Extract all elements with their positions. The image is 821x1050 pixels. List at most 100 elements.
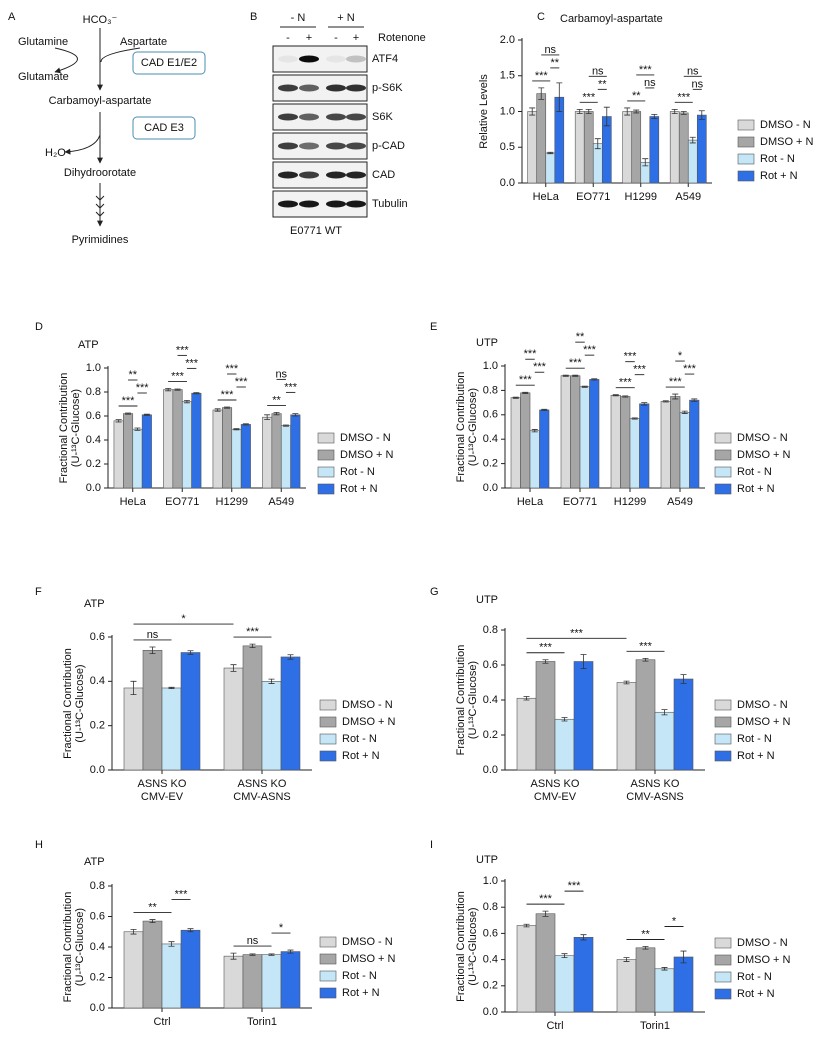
x-tick-label: HeLa — [533, 191, 560, 203]
error-bar — [174, 388, 181, 391]
error-bar — [130, 929, 137, 935]
bar — [280, 656, 301, 771]
enzyme-box — [132, 51, 206, 75]
bar — [554, 718, 575, 771]
panel-label: I — [430, 839, 433, 851]
legend-swatch — [737, 119, 755, 131]
error-bar — [672, 393, 679, 400]
y-tick-label: 1.5 — [500, 70, 515, 82]
significance-label: ** — [550, 57, 559, 69]
error-bar — [624, 107, 631, 116]
significance-label: *** — [136, 382, 150, 394]
significance-label: *** — [246, 626, 260, 638]
significance-label: * — [279, 922, 284, 934]
error-bar — [268, 678, 275, 684]
legend-swatch — [319, 936, 337, 948]
legend-label: Rot + N — [342, 987, 380, 999]
legend-label: Rot - N — [340, 466, 375, 478]
blot-band — [346, 113, 366, 121]
significance-label: *** — [221, 389, 235, 401]
y-tick-label: 0.4 — [86, 434, 101, 446]
significance-label: *** — [171, 370, 185, 382]
bar — [687, 139, 698, 184]
error-bar — [233, 428, 240, 431]
blot-band — [299, 171, 319, 179]
error-bar — [671, 108, 678, 115]
legend-swatch — [737, 170, 755, 182]
significance-label: *** — [633, 364, 647, 376]
error-bar — [193, 392, 200, 395]
legend-label: DMSO - N — [737, 937, 788, 949]
legend-swatch — [737, 153, 755, 165]
x-tick-label: A549 — [675, 191, 701, 203]
bar — [560, 375, 571, 489]
pathway-text: Glutamate — [18, 71, 69, 83]
pathway-text: H₂O — [45, 147, 66, 159]
significance-label: *** — [683, 363, 697, 375]
error-bar — [523, 696, 530, 701]
significance-label: *** — [284, 381, 298, 393]
arrow — [54, 47, 78, 74]
error-bar — [292, 413, 299, 417]
legend-label: DMSO + N — [737, 954, 791, 966]
pathway-text: Aspartate — [120, 36, 167, 48]
significance-label: *** — [583, 344, 597, 356]
significance-label: *** — [176, 344, 190, 356]
significance-label: * — [678, 350, 683, 362]
bar — [573, 937, 594, 1013]
error-bar — [287, 949, 294, 954]
legend-swatch — [319, 733, 337, 745]
significance-label: ns — [247, 935, 259, 947]
significance-label: *** — [235, 376, 249, 388]
bar — [223, 955, 244, 1009]
x-tick-label: A549 — [667, 496, 693, 508]
x-tick-label: EO771 — [576, 191, 610, 203]
y-tick-label: 0.2 — [90, 971, 105, 983]
y-tick-label: 0.2 — [483, 980, 498, 992]
legend-swatch — [737, 136, 755, 148]
blot-band — [326, 55, 346, 63]
blot-band — [299, 142, 319, 150]
blot-band — [346, 55, 366, 63]
significance-label: ** — [632, 90, 641, 102]
error-bar — [576, 108, 583, 115]
x-tick-label: Ctrl — [153, 1016, 170, 1028]
bar — [262, 416, 273, 489]
error-bar — [642, 158, 649, 167]
x-tick-label: A549 — [268, 496, 294, 508]
legend-label: DMSO + N — [737, 716, 791, 728]
error-bar — [603, 106, 610, 127]
bar — [261, 681, 282, 771]
bar — [180, 929, 201, 1009]
error-bar — [680, 950, 687, 964]
error-bar — [542, 659, 549, 664]
significance-label: ** — [148, 901, 157, 913]
bar — [678, 112, 689, 184]
error-bar — [249, 643, 256, 649]
error-bar — [562, 374, 569, 377]
error-bar — [581, 385, 588, 388]
y-axis-label: (U-¹³C-Glucose) — [467, 388, 479, 466]
bar — [679, 412, 690, 489]
blot-band — [278, 200, 298, 208]
bar — [527, 111, 538, 184]
chart-title: ATP — [84, 856, 105, 868]
blot-band — [278, 142, 298, 150]
blot-band — [278, 84, 298, 92]
significance-label: ns — [644, 77, 656, 89]
panel-label: G — [430, 586, 439, 598]
pathway-text: Glutamine — [18, 36, 68, 48]
bar — [113, 420, 124, 489]
legend-label: DMSO - N — [342, 699, 393, 711]
significance-label: ns — [147, 629, 159, 641]
y-tick-label: 0.4 — [90, 941, 105, 953]
significance-label: * — [181, 613, 186, 625]
y-axis-label: Fractional Contribution — [455, 891, 467, 1002]
error-bar — [522, 391, 529, 394]
chart-title: UTP — [476, 594, 498, 606]
error-bar — [542, 910, 549, 917]
legend-swatch — [317, 466, 335, 478]
blot-band — [299, 55, 319, 63]
significance-label: *** — [669, 376, 683, 388]
y-tick-label: 0.2 — [483, 729, 498, 741]
